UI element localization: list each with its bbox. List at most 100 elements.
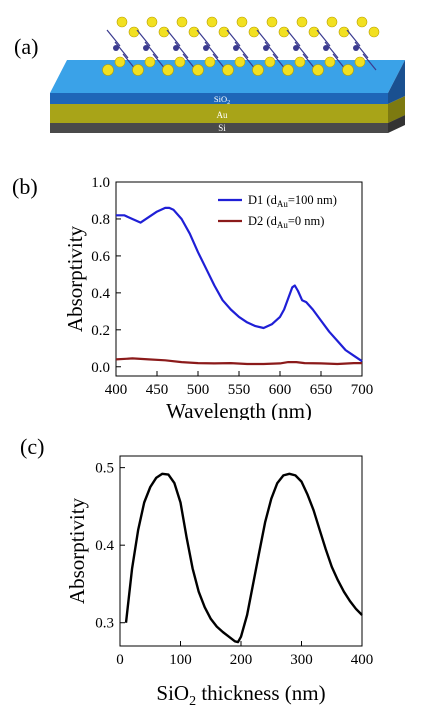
x-tick-label: 550 (228, 382, 251, 398)
molybdenum-atom (203, 45, 209, 51)
bond (174, 41, 189, 59)
y-tick-label: 0.8 (91, 212, 110, 228)
sulfur-atom (188, 26, 200, 38)
bond (196, 29, 211, 47)
x-tick-label: 0 (116, 652, 124, 668)
au-layer-front (50, 104, 388, 123)
y-axis-title: Absorptivity (63, 225, 87, 332)
absorptivity-wavelength-chart: 400 450 500 550 600 650 700 0.0 0.2 0.4 0.6 0.8 1.0 A… (63, 175, 374, 420)
sio2-layer-side (388, 60, 405, 104)
sulfur-atom (308, 26, 320, 38)
layer-label-si: Si (218, 123, 226, 133)
sulfur-atom (252, 64, 264, 76)
sulfur-atom (312, 64, 324, 76)
sulfur-atom (206, 16, 218, 28)
sulfur-atom (368, 26, 380, 38)
sulfur-atom (266, 16, 278, 28)
sulfur-atom (248, 26, 260, 38)
molybdenum-atom (263, 45, 269, 51)
bond (316, 29, 331, 47)
sulfur-atom (342, 64, 354, 76)
sulfur-atom (296, 16, 308, 28)
bond (294, 41, 309, 59)
x-tick-label: 400 (351, 652, 374, 668)
si-layer-front (50, 123, 388, 133)
sulfur-atom (236, 16, 248, 28)
x-tick-label: 600 (269, 382, 292, 398)
y-tick-label: 0.3 (95, 616, 114, 632)
molybdenum-atom (113, 45, 119, 51)
series-line-0 (124, 472, 363, 644)
panel-c-label: (c) (20, 434, 45, 459)
layer-label-sio2: SiO2 (214, 94, 230, 106)
x-tick-label: 500 (187, 382, 210, 398)
molybdenum-atom (293, 45, 299, 51)
sulfur-atom (146, 16, 158, 28)
si-layer-side (388, 115, 405, 133)
sulfur-atom (132, 64, 144, 76)
sulfur-atom (176, 16, 188, 28)
sulfur-atom (116, 16, 128, 28)
device-schematic: SiO2 Au Si (50, 16, 405, 133)
sulfur-atom (128, 26, 140, 38)
bond (204, 41, 219, 59)
y-tick-label: 0.6 (91, 249, 110, 265)
y-tick-label: 0.5 (95, 461, 114, 477)
sulfur-atom (218, 26, 230, 38)
sulfur-atom (192, 64, 204, 76)
sulfur-atom (234, 56, 246, 68)
y-tick-label: 0.0 (91, 360, 110, 376)
bond (264, 41, 279, 59)
x-tick-label: 200 (230, 652, 253, 668)
x-tick-label: 400 (105, 382, 128, 398)
sulfur-atom (204, 56, 216, 68)
molybdenum-atom (233, 45, 239, 51)
sulfur-atom (354, 56, 366, 68)
bond (346, 29, 361, 47)
molybdenum-atom (353, 45, 359, 51)
legend-entry: D1 (dAu=100 nm) (248, 193, 337, 209)
sulfur-atom (162, 64, 174, 76)
x-tick-label: 100 (169, 652, 192, 668)
bond (362, 53, 377, 71)
sulfur-atom (326, 16, 338, 28)
molybdenum-atom (323, 45, 329, 51)
sulfur-atom (174, 56, 186, 68)
sulfur-atom (324, 56, 336, 68)
bond (166, 29, 181, 47)
bond (286, 29, 301, 47)
y-axis-title: Absorptivity (65, 497, 89, 604)
sulfur-atom (338, 26, 350, 38)
sulfur-atom (144, 56, 156, 68)
legend-entry: D2 (dAu=0 nm) (248, 214, 324, 230)
sulfur-atom (102, 64, 114, 76)
bond (144, 41, 159, 59)
bond (136, 29, 151, 47)
bond (114, 41, 129, 59)
plot-frame (115, 181, 363, 377)
x-axis-title: SiO2 thickness (nm) (156, 681, 325, 709)
series-line-d1 (116, 206, 363, 363)
molybdenum-atom (173, 45, 179, 51)
sulfur-atom (278, 26, 290, 38)
x-axis-title: Wavelength (nm) (166, 399, 312, 420)
y-tick-label: 1.0 (91, 175, 110, 191)
sio2-layer-front (50, 93, 388, 104)
y-tick-label: 0.4 (95, 538, 114, 554)
sulfur-atom (294, 56, 306, 68)
absorptivity-thickness-chart: 0 100 200 300 400 0.3 0.4 0.5 Absorptivity SiO2 t… (65, 455, 374, 709)
legend: D1 (dAu=100 nm) D2 (dAu=0 nm) (218, 193, 337, 230)
bond (256, 29, 271, 47)
x-tick-label: 450 (146, 382, 169, 398)
bond (106, 29, 121, 47)
sulfur-atom (222, 64, 234, 76)
x-tick-label: 700 (351, 382, 374, 398)
x-tick-label: 300 (290, 652, 313, 668)
sulfur-atom (356, 16, 368, 28)
molybdenum-atom (143, 45, 149, 51)
mos2-monolayer (102, 16, 380, 76)
layer-label-au: Au (217, 110, 228, 120)
x-tick-label: 650 (310, 382, 333, 398)
bond (324, 41, 339, 59)
y-tick-label: 0.2 (91, 323, 110, 339)
